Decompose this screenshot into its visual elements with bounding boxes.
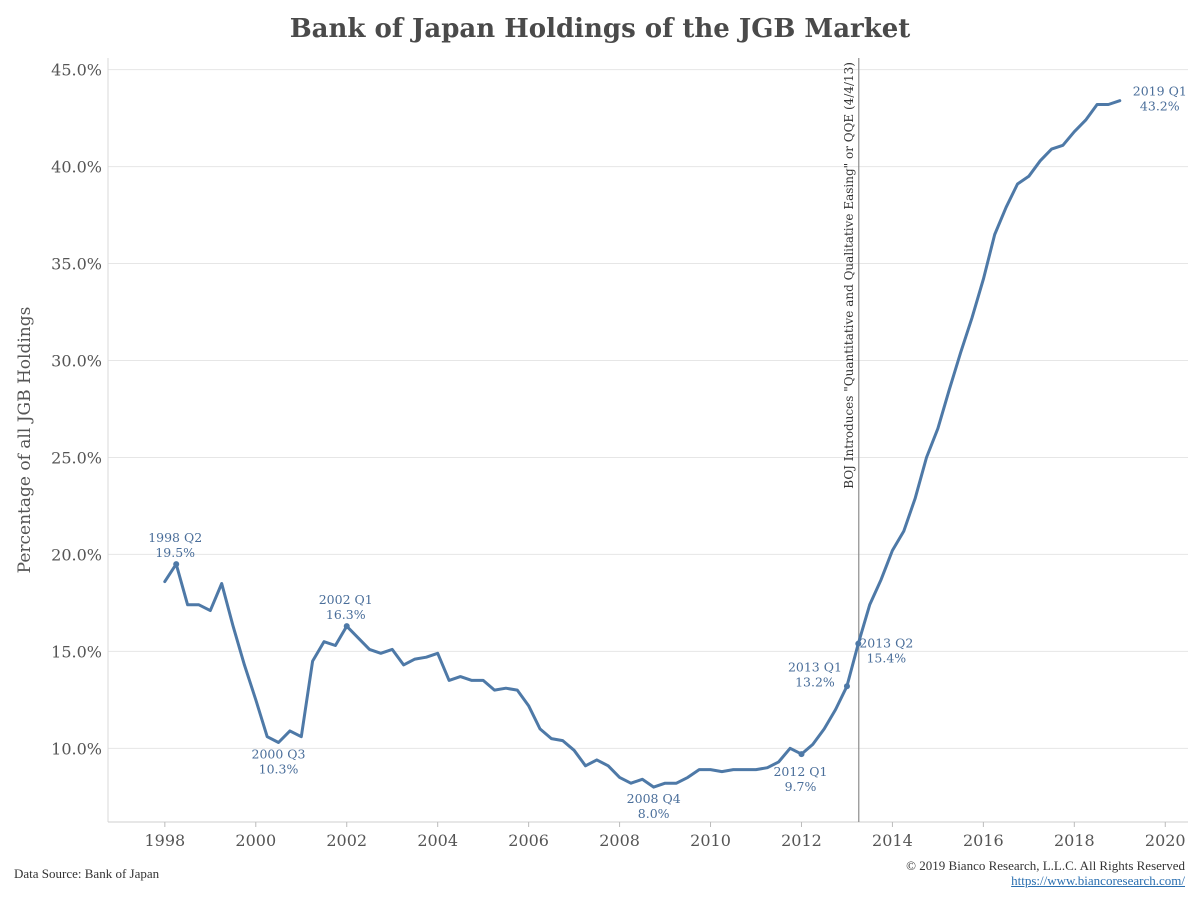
- y-tick-label: 10.0%: [51, 739, 102, 758]
- annotation-value-label: 10.3%: [259, 761, 299, 776]
- y-tick-label: 15.0%: [51, 642, 102, 661]
- annotation-marker: [798, 751, 805, 758]
- data-source-note: Data Source: Bank of Japan: [14, 866, 160, 881]
- x-tick-label: 2010: [690, 831, 731, 850]
- y-tick-label: 25.0%: [51, 448, 102, 467]
- series-layer: [163, 99, 1122, 789]
- y-tick-label: 40.0%: [51, 158, 102, 177]
- annotation-period-label: 2013 Q1: [788, 659, 842, 674]
- grid-layer: [108, 69, 1188, 749]
- annotation-value-label: 8.0%: [638, 806, 670, 821]
- annotation-value-label: 13.2%: [795, 674, 835, 689]
- annotation-marker: [855, 640, 862, 647]
- axis-layer: 10.0% 15.0% 20.0% 25.0% 30.0% 35.0% 40.0% 45.0%…: [51, 58, 1188, 850]
- chart-title: Bank of Japan Holdings of the JGB Market: [289, 14, 911, 44]
- annotation-value-label: 15.4%: [866, 651, 906, 666]
- x-tick-label: 2014: [872, 831, 913, 850]
- annotation-marker: [343, 623, 350, 630]
- annotation-period-label: 2013 Q2: [859, 636, 913, 651]
- annotation-period-label: 2002 Q1: [319, 592, 373, 607]
- x-tick-label: 1998: [144, 831, 185, 850]
- x-tick-label: 2004: [417, 831, 458, 850]
- annotation-value-label: 43.2%: [1140, 99, 1180, 114]
- x-tick-label: 2002: [326, 831, 367, 850]
- annotation-period-label: 2012 Q1: [773, 764, 827, 779]
- x-tick-label: 2016: [963, 831, 1004, 850]
- annotation-value-label: 9.7%: [785, 779, 817, 794]
- y-tick-label: 35.0%: [51, 255, 102, 274]
- y-tick-label: 30.0%: [51, 351, 102, 370]
- annotation-marker: [843, 683, 850, 690]
- series-line: [163, 99, 1122, 789]
- annotation-value-label: 16.3%: [326, 607, 366, 622]
- event-layer: BOJ Introduces "Quantitative and Qualita…: [842, 58, 860, 822]
- annotation-period-label: 2008 Q4: [627, 791, 681, 806]
- x-tick-label: 2012: [781, 831, 822, 850]
- y-axis-label: Percentage of all JGB Holdings: [15, 307, 35, 574]
- y-tick-label: 20.0%: [51, 545, 102, 564]
- annotation-marker: [173, 561, 180, 568]
- x-tick-label: 2020: [1145, 831, 1186, 850]
- qqe-event-label: BOJ Introduces "Quantitative and Qualita…: [842, 62, 856, 489]
- website-link[interactable]: https://www.biancoresearch.com/: [1011, 873, 1185, 888]
- annotation-value-label: 19.5%: [155, 545, 195, 560]
- x-tick-label: 2018: [1054, 831, 1095, 850]
- y-tick-label: 45.0%: [51, 61, 102, 80]
- annotation-period-label: 2000 Q3: [252, 746, 306, 761]
- annotation-period-label: 1998 Q2: [148, 530, 202, 545]
- copyright-note: © 2019 Bianco Research, L.L.C. All Right…: [906, 858, 1185, 873]
- x-tick-label: 2006: [508, 831, 549, 850]
- x-tick-label: 2000: [235, 831, 276, 850]
- annotation-period-label: 2019 Q1: [1133, 84, 1187, 99]
- x-tick-label: 2008: [599, 831, 640, 850]
